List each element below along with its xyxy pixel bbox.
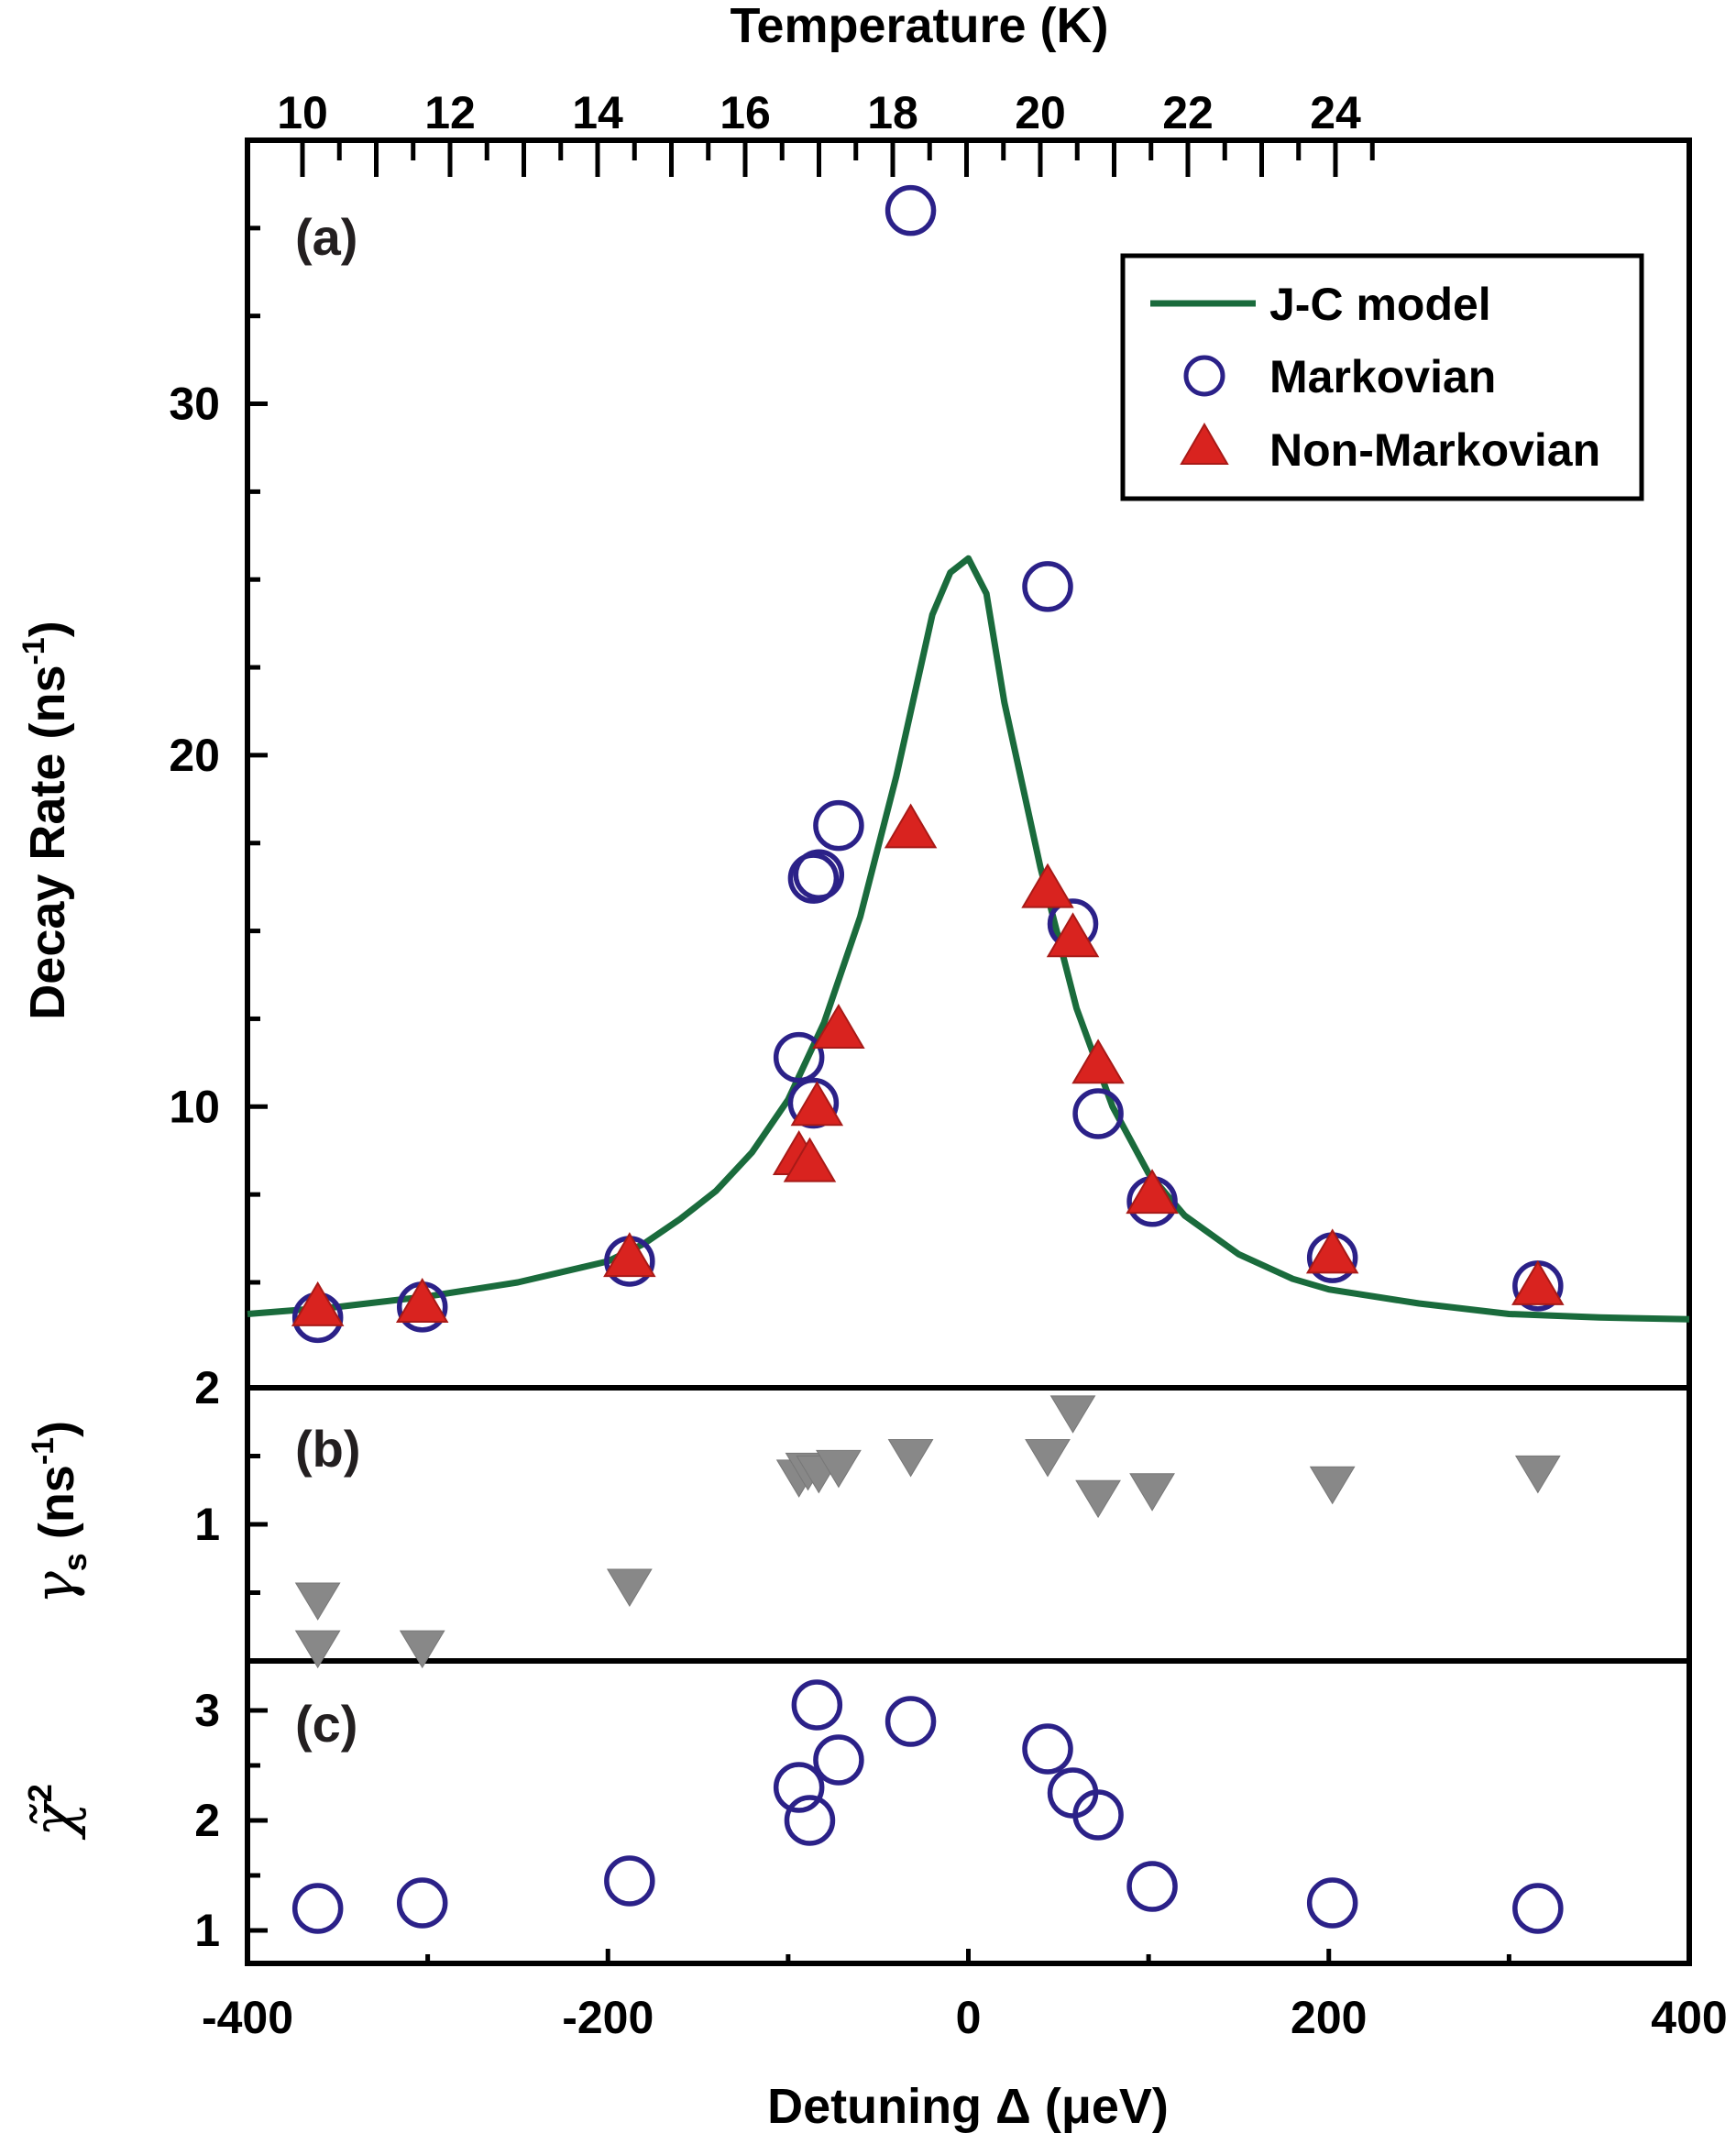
x-tick-label: -200 <box>562 1992 654 2043</box>
panel-b-label: (b) <box>295 1420 361 1478</box>
marker-triangle-a <box>884 803 938 849</box>
panel-a-ylabel: Decay Rate (ns-1) <box>16 621 75 1019</box>
marker-triangle-a <box>1126 1169 1179 1215</box>
marker-triangle-a <box>1071 1039 1125 1084</box>
y-tick-label-c: 1 <box>194 1905 220 1956</box>
y-tick-label-a: 10 <box>169 1081 220 1132</box>
y-tick-label-c: 3 <box>194 1685 220 1736</box>
marker-circle-c <box>1072 1789 1124 1841</box>
legend-label-markovian: Markovian <box>1269 351 1496 402</box>
marker-triangle-down-b <box>606 1568 653 1608</box>
marker-triangle-down-b <box>816 1449 862 1489</box>
marker-circle-a <box>787 1077 840 1129</box>
marker-triangle-a <box>790 1081 844 1127</box>
y-tick-label-b: 1 <box>194 1499 220 1550</box>
marker-triangle-down-b <box>1129 1473 1175 1512</box>
marker-circle-c <box>1022 1723 1073 1775</box>
legend-circle-icon <box>1183 355 1225 397</box>
marker-triangle-down-b <box>1075 1479 1121 1519</box>
marker-circle-a <box>787 852 840 904</box>
marker-circle-c <box>1512 1883 1564 1934</box>
marker-triangle-down-b <box>294 1630 341 1669</box>
marker-triangle-down-b <box>887 1439 934 1478</box>
marker-triangle-a <box>395 1278 449 1323</box>
top-tick-label: 24 <box>1310 87 1361 138</box>
marker-triangle-down-b <box>1309 1466 1356 1505</box>
marker-triangle-down-b <box>294 1582 341 1621</box>
y-tick-label-a: 2 <box>194 1362 220 1413</box>
marker-circle-a <box>1022 561 1073 612</box>
panel-c-frame <box>245 1658 1692 1966</box>
marker-triangle-down-b <box>1514 1455 1561 1494</box>
marker-triangle-a <box>1305 1228 1359 1274</box>
y-tick-label-a: 30 <box>169 379 220 430</box>
marker-circle-c <box>291 1883 344 1934</box>
marker-triangle-down-b <box>1025 1439 1071 1478</box>
panel-a-label: (a) <box>295 208 357 266</box>
top-tick-label: 22 <box>1162 87 1214 138</box>
marker-triangle-a <box>783 1137 837 1182</box>
panel-b-frame <box>245 1385 1692 1664</box>
top-tick-label: 20 <box>1015 87 1066 138</box>
marker-circle-c <box>396 1877 448 1929</box>
marker-triangle-a <box>1511 1259 1565 1305</box>
top-tick-label: 10 <box>277 87 328 138</box>
marker-circle-c <box>773 1762 825 1813</box>
marker-circle-c <box>813 1734 864 1786</box>
legend-label-nonmarkovian: Non-Markovian <box>1269 424 1600 476</box>
top-tick-label: 12 <box>424 87 476 138</box>
marker-circle-a <box>813 799 864 852</box>
x-axis-title: Detuning Δ (μeV) <box>767 2079 1169 2133</box>
marker-triangle-down-b <box>399 1630 445 1669</box>
marker-circle-c <box>784 1795 836 1846</box>
x-tick-label: 0 <box>956 1992 982 2043</box>
marker-circle-a <box>773 1031 825 1083</box>
data-marks <box>247 184 1690 1934</box>
marker-triangle-a <box>1046 912 1100 958</box>
marker-triangle-a <box>812 1003 865 1049</box>
marker-circle-c <box>791 1679 843 1731</box>
top-axis-ticks: 10 12 14 16 18 20 22 24 <box>277 87 1375 177</box>
legend: J-C model Markovian Non-Markovian <box>1120 253 1644 501</box>
marker-circle-c <box>1306 1877 1358 1929</box>
top-tick-label: 14 <box>572 87 623 138</box>
x-tick-label: -400 <box>202 1992 293 2043</box>
x-tick-label: 400 <box>1651 1992 1727 2043</box>
marker-circle-a <box>884 184 937 236</box>
y-tick-label-a: 20 <box>169 730 220 781</box>
marker-circle-a <box>793 849 845 901</box>
x-tick-label: 200 <box>1291 1992 1367 2043</box>
marker-circle-c <box>884 1696 937 1747</box>
panel-b-ylabel: γs (ns-1) <box>23 1421 93 1604</box>
legend-triangle-icon <box>1180 423 1229 465</box>
marker-triangle-down-b <box>1049 1395 1096 1434</box>
panel-c-ylabel: χ̃2 <box>20 1784 87 1841</box>
top-tick-label: 16 <box>720 87 771 138</box>
top-tick-label: 18 <box>867 87 918 138</box>
marker-triangle-a <box>1021 863 1074 908</box>
marker-circle-c <box>604 1855 655 1907</box>
marker-triangle-a <box>603 1232 656 1278</box>
jc-model-line <box>247 555 1690 1323</box>
legend-label-jc: J-C model <box>1269 279 1491 330</box>
marker-triangle-a <box>291 1281 345 1326</box>
marker-circle-a <box>1072 1088 1124 1139</box>
marker-circle-c <box>1126 1861 1178 1912</box>
top-axis-title: Temperature (K) <box>730 0 1108 53</box>
y-tick-label-c: 2 <box>194 1795 220 1846</box>
panel-c-label: (c) <box>295 1695 357 1753</box>
